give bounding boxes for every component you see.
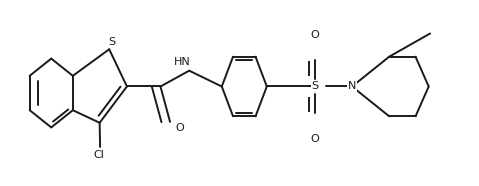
Text: S: S bbox=[312, 81, 319, 92]
Text: HN: HN bbox=[174, 57, 190, 67]
Text: N: N bbox=[348, 81, 356, 92]
Text: O: O bbox=[175, 123, 184, 133]
Text: O: O bbox=[311, 30, 319, 40]
Text: O: O bbox=[311, 134, 319, 144]
Text: S: S bbox=[108, 37, 115, 47]
Text: Cl: Cl bbox=[94, 150, 104, 160]
